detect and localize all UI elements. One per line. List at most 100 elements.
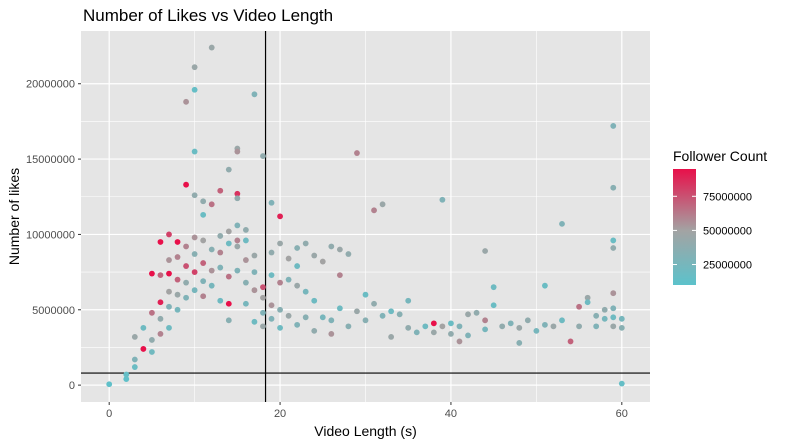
data-point xyxy=(217,249,224,256)
data-point xyxy=(285,312,292,319)
data-point xyxy=(584,294,591,301)
data-point xyxy=(191,192,198,199)
y-tick-label: 20000000 xyxy=(26,79,75,91)
data-point xyxy=(285,276,292,283)
data-point xyxy=(234,237,241,244)
data-point xyxy=(294,282,301,289)
data-point xyxy=(430,329,437,336)
data-point xyxy=(251,269,258,276)
legend-label: 25000000 xyxy=(703,260,752,272)
data-point xyxy=(225,228,232,235)
data-point xyxy=(191,64,198,71)
data-point xyxy=(507,320,514,327)
data-point xyxy=(439,196,446,203)
data-point xyxy=(533,327,540,334)
data-point xyxy=(183,243,189,250)
data-point xyxy=(183,98,189,105)
data-point xyxy=(191,234,198,241)
data-point xyxy=(234,195,241,202)
data-point xyxy=(149,309,155,316)
data-point xyxy=(225,240,232,247)
data-point xyxy=(242,257,249,263)
data-point xyxy=(166,324,172,331)
legend-label: 50000000 xyxy=(703,225,752,237)
data-point xyxy=(191,287,198,294)
data-point xyxy=(208,282,215,289)
data-point xyxy=(191,148,198,155)
data-point xyxy=(610,305,617,312)
data-point xyxy=(200,278,207,285)
data-point xyxy=(106,381,113,388)
data-point xyxy=(277,240,283,247)
data-point xyxy=(131,334,138,340)
data-point xyxy=(208,267,215,274)
x-tick-label: 0 xyxy=(106,408,112,420)
data-point xyxy=(448,330,454,337)
data-point xyxy=(157,239,164,245)
data-point xyxy=(268,302,275,309)
y-tick-label: 0 xyxy=(69,380,75,392)
data-point xyxy=(311,327,318,334)
y-axis-ticks: 0 5000000 10000000 15000000 20000000 xyxy=(26,79,81,392)
data-point xyxy=(251,91,258,98)
data-point xyxy=(396,311,403,318)
data-point xyxy=(208,246,215,253)
data-point xyxy=(242,227,249,233)
data-point xyxy=(371,300,377,307)
data-point xyxy=(516,324,523,331)
data-point xyxy=(174,254,181,260)
data-point xyxy=(354,150,360,156)
data-point xyxy=(516,340,523,346)
data-point xyxy=(183,263,189,269)
x-tick-label: 60 xyxy=(616,408,628,420)
data-point xyxy=(217,297,224,304)
data-point xyxy=(191,251,198,257)
data-point xyxy=(354,308,360,315)
data-point xyxy=(567,338,574,345)
data-point xyxy=(174,239,181,245)
data-point xyxy=(362,317,369,324)
data-point xyxy=(157,299,164,306)
data-point xyxy=(234,267,241,274)
data-point xyxy=(610,290,617,297)
data-point xyxy=(576,323,582,330)
data-point xyxy=(413,329,420,336)
data-point xyxy=(610,314,617,321)
data-point xyxy=(524,317,531,324)
data-point xyxy=(183,279,189,286)
data-point xyxy=(584,299,591,306)
data-point xyxy=(422,323,429,330)
data-point xyxy=(490,284,497,291)
data-points xyxy=(106,44,625,388)
y-tick-label: 10000000 xyxy=(26,229,75,241)
data-point xyxy=(191,269,198,276)
x-axis-title: Video Length (s) xyxy=(314,423,416,439)
data-point xyxy=(225,273,232,280)
data-point xyxy=(610,323,617,330)
data-point xyxy=(482,248,489,254)
data-point xyxy=(302,314,309,321)
data-point xyxy=(601,306,608,313)
data-point xyxy=(234,148,241,155)
data-point xyxy=(217,187,224,194)
data-point xyxy=(379,312,386,319)
data-point xyxy=(131,364,138,370)
x-axis-ticks: 0 20 40 60 xyxy=(106,402,628,420)
data-point xyxy=(499,323,506,330)
data-point xyxy=(328,243,335,250)
data-point xyxy=(217,264,224,271)
reference-lines xyxy=(81,31,650,402)
chart-title: Number of Likes vs Video Length xyxy=(83,6,333,25)
data-point xyxy=(456,338,463,345)
y-axis-title: Number of likes xyxy=(6,168,22,265)
data-point xyxy=(610,245,617,251)
data-point xyxy=(610,237,617,244)
data-point xyxy=(490,302,497,309)
data-point xyxy=(311,252,318,259)
data-point xyxy=(277,279,283,286)
data-point xyxy=(542,321,548,328)
minor-gridlines xyxy=(81,31,650,402)
data-point xyxy=(140,324,147,331)
data-point xyxy=(174,306,181,313)
data-point xyxy=(140,346,147,352)
